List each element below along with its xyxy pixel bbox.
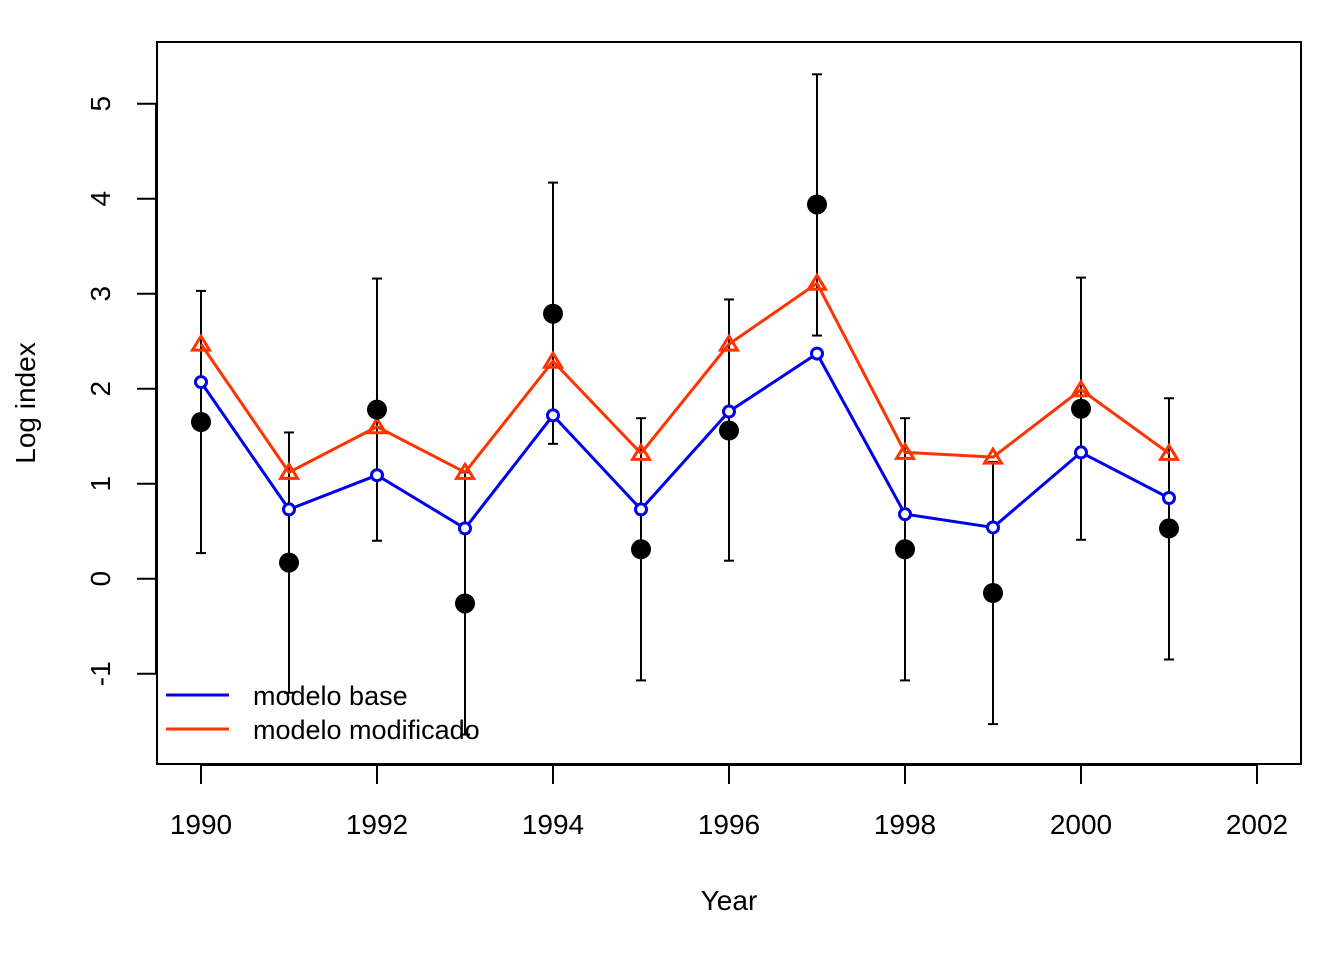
point-modelo-modificado-1998 bbox=[893, 441, 917, 460]
observed-point-1998 bbox=[895, 539, 915, 560]
legend-label-modelo-modificado: modelo modificado bbox=[253, 715, 480, 745]
point-modelo-modificado-1997 bbox=[805, 272, 829, 291]
point-modelo-base-1995 bbox=[634, 502, 648, 517]
point-modelo-base-1999 bbox=[986, 520, 1000, 535]
point-modelo-modificado-1999 bbox=[981, 446, 1005, 465]
series-lines bbox=[189, 272, 1181, 536]
point-modelo-modificado-1991 bbox=[277, 461, 301, 480]
point-modelo-modificado-1990 bbox=[189, 333, 213, 352]
point-modelo-modificado-1996 bbox=[717, 333, 741, 352]
observed-point-1992 bbox=[367, 399, 387, 420]
x-tick-label-2000: 2000 bbox=[1050, 809, 1112, 840]
series-line-modelo-modificado bbox=[199, 281, 1170, 474]
y-tick-label-5: 5 bbox=[85, 96, 116, 112]
x-axis-title: Year bbox=[701, 885, 758, 916]
x-tick-label-1996: 1996 bbox=[698, 809, 760, 840]
point-modelo-base-2000 bbox=[1074, 445, 1088, 460]
legend-label-modelo-base: modelo base bbox=[253, 681, 408, 711]
error-bars bbox=[196, 73, 1174, 736]
observed-point-1997 bbox=[807, 194, 827, 215]
point-modelo-modificado-1995 bbox=[629, 442, 653, 461]
x-tick-label-2002: 2002 bbox=[1226, 809, 1288, 840]
point-modelo-base-1991 bbox=[282, 502, 296, 517]
x-tick-label-1992: 1992 bbox=[346, 809, 408, 840]
point-modelo-base-1998 bbox=[898, 507, 912, 522]
y-tick-label-4: 4 bbox=[85, 191, 116, 207]
observed-point-1996 bbox=[719, 420, 739, 441]
observed-point-1991 bbox=[279, 552, 299, 573]
point-modelo-modificado-2000 bbox=[1069, 378, 1093, 398]
x-tick-label-1994: 1994 bbox=[522, 809, 584, 840]
series-line-modelo-base bbox=[199, 352, 1170, 530]
point-modelo-base-1990 bbox=[194, 375, 208, 390]
y-tick-label-2: 2 bbox=[85, 381, 116, 397]
point-modelo-base-1992 bbox=[370, 468, 384, 483]
observed-point-2000 bbox=[1071, 398, 1091, 419]
observed-point-1994 bbox=[543, 303, 563, 324]
observed-point-2001 bbox=[1159, 518, 1179, 539]
x-tick-label-1998: 1998 bbox=[874, 809, 936, 840]
observed-points bbox=[191, 194, 1179, 614]
observed-point-1995 bbox=[631, 539, 651, 560]
observed-point-1993 bbox=[455, 593, 475, 614]
point-modelo-base-1997 bbox=[810, 346, 824, 361]
point-modelo-base-2001 bbox=[1162, 491, 1176, 505]
y-axis-title: Log index bbox=[10, 342, 41, 463]
y-tick-label--1: -1 bbox=[85, 661, 116, 686]
point-modelo-modificado-1993 bbox=[453, 461, 477, 480]
y-axis: -1 0 1 2 3 4 5 bbox=[85, 96, 157, 686]
y-tick-label-0: 0 bbox=[85, 571, 116, 587]
observed-point-1999 bbox=[983, 583, 1003, 603]
x-tick-label-1990: 1990 bbox=[170, 809, 232, 840]
observed-point-1990 bbox=[191, 412, 211, 432]
point-modelo-base-1996 bbox=[722, 404, 736, 419]
legend: modelo base modelo modificado bbox=[166, 681, 480, 745]
point-modelo-modificado-1994 bbox=[541, 350, 565, 369]
point-modelo-base-1994 bbox=[546, 408, 560, 423]
point-modelo-base-1993 bbox=[458, 521, 472, 536]
x-axis: 1990 1992 1994 1996 1998 2000 2002 bbox=[170, 764, 1288, 840]
y-tick-label-1: 1 bbox=[85, 476, 116, 492]
point-modelo-modificado-2001 bbox=[1157, 442, 1181, 461]
point-modelo-modificado-1992 bbox=[365, 415, 389, 435]
y-tick-label-3: 3 bbox=[85, 286, 116, 302]
